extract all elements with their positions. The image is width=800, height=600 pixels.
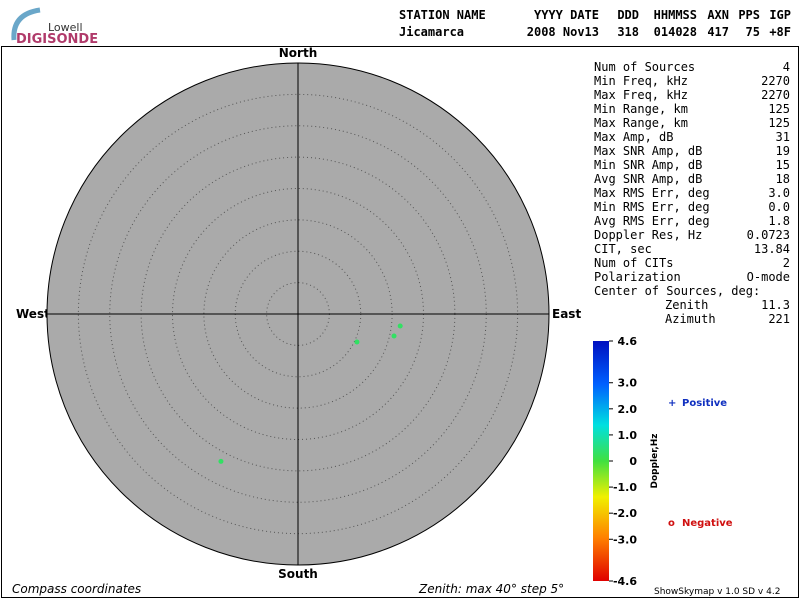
stat-label: CIT, sec	[594, 242, 652, 256]
stat-label: Doppler Res, Hz	[594, 228, 702, 242]
stat-label: Min Range, km	[594, 102, 688, 116]
footer-right: ShowSkymap v 1.0 SD v 4.2	[654, 587, 780, 597]
stat-label: Min Freq, kHz	[594, 74, 688, 88]
colorbar-tick-label: 3.0	[618, 377, 638, 390]
compass-north: North	[279, 46, 317, 60]
frame	[1, 46, 799, 598]
footer-left: Compass coordinates	[12, 582, 141, 596]
logo-swoosh	[11, 7, 41, 41]
stat-value: 13.84	[754, 242, 790, 256]
compass-west: West	[16, 307, 50, 321]
logo-top: Lowell	[48, 21, 83, 34]
colorbar-tick-label: 2.0	[618, 403, 638, 416]
colorbar-tick-label: 1.0	[618, 429, 638, 442]
source-point	[397, 323, 403, 329]
colorbar-tick-label: -1.0	[613, 481, 637, 494]
stat-value: 0.0723	[747, 228, 790, 242]
center-value: 221	[768, 312, 790, 326]
header-label: STATION NAME	[399, 8, 486, 22]
stat-value: 4	[783, 60, 790, 74]
header-label: DDD	[617, 8, 639, 22]
stat-label: Polarization	[594, 270, 681, 284]
stat-label: Avg SNR Amp, dB	[594, 172, 702, 186]
source-point	[391, 333, 397, 339]
stat-value: 3.0	[768, 186, 790, 200]
center-title: Center of Sources, deg:	[594, 284, 760, 298]
stat-value: 15	[776, 158, 790, 172]
stat-label: Min SNR Amp, dB	[594, 158, 702, 172]
header-value: 014028	[654, 25, 697, 39]
stat-label: Num of CITs	[594, 256, 673, 270]
stat-value: O-mode	[747, 270, 790, 284]
colorbar-tick-label: 4.6	[618, 335, 638, 348]
header-value: +8F	[769, 25, 791, 39]
colorbar	[593, 341, 609, 581]
stat-value: 19	[776, 144, 790, 158]
center-label: Azimuth	[665, 312, 716, 326]
header-value: 417	[707, 25, 729, 39]
stat-value: 1.8	[768, 214, 790, 228]
header-label: AXN	[707, 8, 729, 22]
stat-value: 0.0	[768, 200, 790, 214]
stat-label: Max Freq, kHz	[594, 88, 688, 102]
legend-negative-symbol: o	[668, 518, 675, 529]
legend-positive-symbol: +	[668, 398, 676, 409]
stat-label: Num of Sources	[594, 60, 695, 74]
stat-label: Max SNR Amp, dB	[594, 144, 702, 158]
stat-label: Max Range, km	[594, 116, 688, 130]
source-point	[354, 339, 360, 345]
colorbar-label: Doppler,Hz	[650, 433, 660, 488]
stat-label: Min RMS Err, deg	[594, 200, 710, 214]
stat-value: 2	[783, 256, 790, 270]
compass-south: South	[278, 567, 318, 581]
center-label: Zenith	[665, 298, 708, 312]
center-value: 11.3	[761, 298, 790, 312]
legend-negative: Negative	[682, 518, 733, 529]
stat-value: 125	[768, 116, 790, 130]
header-label: YYYY DATE	[534, 8, 599, 22]
stat-label: Max Amp, dB	[594, 130, 673, 144]
stat-label: Avg RMS Err, deg	[594, 214, 710, 228]
stat-value: 18	[776, 172, 790, 186]
stat-value: 31	[776, 130, 790, 144]
header-value: 75	[746, 25, 760, 39]
header-value: 2008 Nov13	[527, 25, 599, 39]
colorbar-tick-label: 0	[629, 455, 637, 468]
footer-middle: Zenith: max 40° step 5°	[418, 582, 564, 596]
colorbar-tick-label: -3.0	[613, 533, 637, 546]
stat-value: 2270	[761, 74, 790, 88]
source-point	[218, 458, 224, 464]
legend-positive: Positive	[682, 398, 727, 409]
stat-value: 125	[768, 102, 790, 116]
logo-bottom: DIGISONDE	[16, 32, 98, 47]
stat-label: Max RMS Err, deg	[594, 186, 710, 200]
header-value: 318	[617, 25, 639, 39]
header-value: Jicamarca	[399, 25, 464, 39]
header-label: IGP	[769, 8, 791, 22]
header-label: PPS	[738, 8, 760, 22]
colorbar-tick-label: -4.6	[613, 575, 637, 588]
stat-value: 2270	[761, 88, 790, 102]
header-label: HHMMSS	[654, 8, 697, 22]
colorbar-tick-label: -2.0	[613, 507, 637, 520]
compass-east: East	[552, 307, 581, 321]
